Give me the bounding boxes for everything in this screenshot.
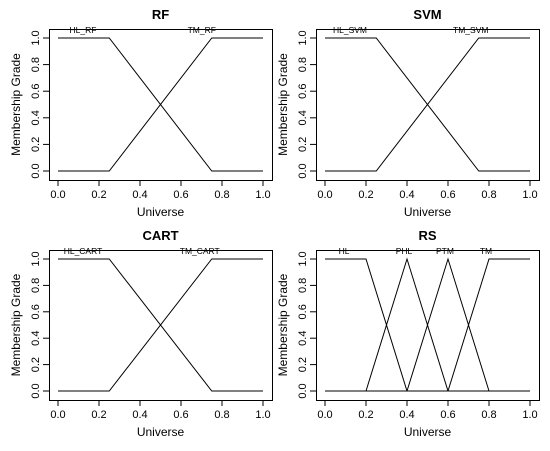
chart-cart-y-axis-label: Membership Grade xyxy=(9,273,23,376)
chart-rf-y-axis-label: Membership Grade xyxy=(9,53,23,156)
chart-rs-x-axis-label: Universe xyxy=(404,425,452,439)
chart-rf-x-axis-label: Universe xyxy=(137,205,185,219)
chart-rs-panel: RS 0.0 0.2 0.4 0.6 0.8 1.0 0.0 0.2 0.4 0.6 0.8 1.0 Un… xyxy=(276,228,540,439)
chart-rs-series-hl-label: HL xyxy=(339,246,350,256)
chart-rf-series-tm-rf-label: TM_RF xyxy=(188,25,216,35)
chart-rf-y-tick-label: 0.4 xyxy=(30,110,42,125)
chart-rf-plot-frame xyxy=(49,29,273,181)
chart-cart-x-axis-label: Universe xyxy=(137,425,185,439)
chart-cart-x-tick-label: 1.0 xyxy=(255,409,270,421)
chart-rf-title: RF xyxy=(152,7,169,22)
chart-rs-series-ptm-line xyxy=(325,257,530,392)
chart-rs-x-tick-label: 0.6 xyxy=(440,409,455,421)
chart-cart-x-tick-label: 0.2 xyxy=(91,409,106,421)
chart-svm-x-tick-label: 1.0 xyxy=(522,189,537,201)
chart-svm-x-tick-label: 0.2 xyxy=(358,189,373,201)
chart-cart-x-tick-label: 0.8 xyxy=(214,409,229,421)
chart-rf-x-tick-label: 0.0 xyxy=(50,189,65,201)
chart-rf-y-tick-label: 1.0 xyxy=(30,30,42,45)
chart-svm-series-tm-svm-label: TM_SVM xyxy=(453,25,488,35)
chart-cart-y-tick-label: 0.8 xyxy=(30,278,42,293)
chart-cart-y-tick-label: 0.0 xyxy=(30,383,42,398)
chart-rs-x-tick-label: 0.8 xyxy=(481,409,496,421)
chart-rs-title: RS xyxy=(418,228,436,243)
chart-rs-series-tm-line xyxy=(325,258,530,392)
chart-cart-y-tick-label: 0.4 xyxy=(30,331,42,346)
chart-rs-y-tick-label: 0.0 xyxy=(297,383,309,398)
chart-svm-y-tick-label: 0.0 xyxy=(297,163,309,178)
chart-rs-y-tick-label: 0.8 xyxy=(297,278,309,293)
chart-rf-x-tick-label: 0.2 xyxy=(91,189,106,201)
chart-cart-series-tm-cart-line xyxy=(58,258,263,392)
chart-rf-x-tick-label: 0.4 xyxy=(132,189,147,201)
chart-cart-y-tick-label: 0.2 xyxy=(30,357,42,372)
chart-cart-panel: CART 0.0 0.2 0.4 0.6 0.8 1.0 0.0 0.2 0.4 0.6 0.8 1.0… xyxy=(9,228,273,439)
chart-svm-panel: SVM 0.0 0.2 0.4 0.6 0.8 1.0 0.0 0.2 0.4 0.6 0.8 1.0 U… xyxy=(276,7,540,219)
chart-svm-y-tick-label: 0.6 xyxy=(297,84,309,99)
chart-rf-x-tick-label: 0.6 xyxy=(173,189,188,201)
chart-rs-series-ptm-label: PTM xyxy=(436,246,454,256)
chart-cart-series-hl-cart-label: HL_CART xyxy=(64,246,103,256)
chart-svm-series-hl-svm-label: HL_SVM xyxy=(333,25,367,35)
chart-svm-y-tick-label: 0.4 xyxy=(297,110,309,125)
chart-rs-y-tick-label: 1.0 xyxy=(297,251,309,266)
chart-svm-x-tick-label: 0.4 xyxy=(399,189,414,201)
chart-cart-plot-frame xyxy=(49,250,273,401)
chart-cart-title: CART xyxy=(142,228,178,243)
chart-svm-plot-frame xyxy=(316,29,540,181)
chart-rs-y-axis-label: Membership Grade xyxy=(276,273,290,376)
chart-svm-x-tick-label: 0.0 xyxy=(317,189,332,201)
chart-cart-y-tick-label: 0.6 xyxy=(30,304,42,319)
chart-rs-plot-frame xyxy=(316,250,540,401)
chart-rs-y-tick-label: 0.2 xyxy=(297,357,309,372)
chart-rs-series-phl-label: PHL xyxy=(396,246,413,256)
chart-svm-y-axis-label: Membership Grade xyxy=(276,53,290,156)
chart-rs-y-tick-label: 0.4 xyxy=(297,331,309,346)
chart-rf-y-tick-label: 0.2 xyxy=(30,137,42,152)
chart-rs-x-tick-label: 0.0 xyxy=(317,409,332,421)
chart-rs-x-tick-label: 1.0 xyxy=(522,409,537,421)
chart-cart-x-tick-label: 0.6 xyxy=(173,409,188,421)
chart-cart-y-tick-label: 1.0 xyxy=(30,251,42,266)
chart-rs-series-tm-label: TM xyxy=(480,246,492,256)
chart-svm-y-tick-label: 0.2 xyxy=(297,137,309,152)
chart-cart-series-tm-cart-label: TM_CART xyxy=(180,246,220,256)
chart-rf-y-tick-label: 0.0 xyxy=(30,163,42,178)
chart-rs-x-tick-label: 0.2 xyxy=(358,409,373,421)
chart-svm-x-tick-label: 0.8 xyxy=(481,189,496,201)
chart-rf-panel: RF 0.0 0.2 0.4 0.6 0.8 1.0 0.0 0.2 0.4 0.6 0.8 1.0 Un… xyxy=(9,7,273,219)
chart-rs-y-tick-label: 0.6 xyxy=(297,304,309,319)
chart-rf-x-tick-label: 0.8 xyxy=(214,189,229,201)
chart-rf-y-tick-label: 0.8 xyxy=(30,57,42,72)
chart-rs-x-tick-label: 0.4 xyxy=(399,409,414,421)
chart-svm-y-tick-label: 1.0 xyxy=(297,30,309,45)
chart-svm-y-tick-label: 0.8 xyxy=(297,57,309,72)
chart-cart-x-tick-label: 0.0 xyxy=(50,409,65,421)
chart-svm-series-tm-svm-line xyxy=(325,37,530,172)
chart-svm-x-axis-label: Universe xyxy=(404,205,452,219)
chart-rf-series-hl-rf-label: HL_RF xyxy=(70,25,97,35)
chart-cart-x-tick-label: 0.4 xyxy=(132,409,147,421)
chart-svm-x-tick-label: 0.6 xyxy=(440,189,455,201)
chart-rf-y-tick-label: 0.6 xyxy=(30,84,42,99)
chart-svm-title: SVM xyxy=(413,7,441,22)
chart-rf-series-tm-rf-line xyxy=(58,37,263,172)
chart-rf-x-tick-label: 1.0 xyxy=(255,189,270,201)
